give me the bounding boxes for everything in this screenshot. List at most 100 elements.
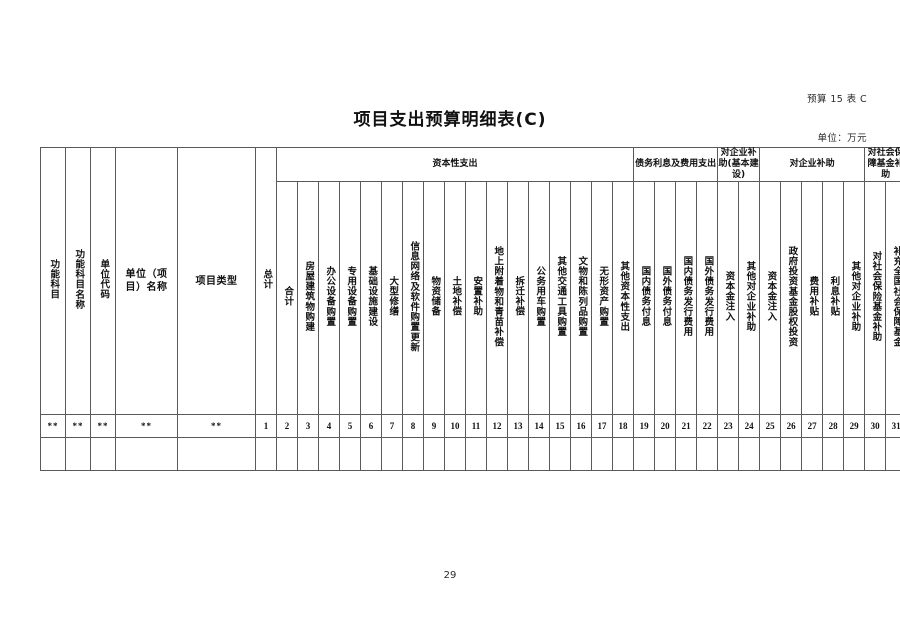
- unit-note-label: 单位：万元: [817, 133, 867, 144]
- data-cell[interactable]: [40, 437, 66, 471]
- column-number: **: [115, 414, 178, 438]
- column-number: 5: [339, 414, 361, 438]
- data-cell[interactable]: [486, 437, 508, 471]
- header-col-其他对企业补助: 其他对企业补助: [843, 181, 866, 415]
- data-cell[interactable]: [276, 437, 298, 471]
- data-cell[interactable]: [339, 437, 361, 471]
- header-label: 安置补助: [471, 276, 483, 317]
- data-cell[interactable]: [444, 437, 466, 471]
- header-col-土地补偿: 土地补偿: [444, 181, 466, 415]
- data-cell[interactable]: [843, 437, 866, 471]
- header-label: 功能科目名称: [73, 249, 85, 310]
- data-cell[interactable]: [570, 437, 592, 471]
- project-expenditure-budget-table: 功能科目 功能科目名称 单位代码 单位（项目）名称 项目类型 总计 资本性支出 债务利息及费用…: [40, 147, 900, 471]
- column-number: 18: [611, 414, 635, 438]
- page-title: 项目支出预算明细表(C): [353, 110, 547, 130]
- data-cell[interactable]: [381, 437, 403, 471]
- data-cell[interactable]: [549, 437, 571, 471]
- header-label: 功能科目: [48, 259, 60, 300]
- header-label: 国内债务付息: [639, 266, 651, 327]
- column-number: 14: [528, 414, 550, 438]
- header-col-资本金注入: 资本金注入: [717, 181, 740, 415]
- column-number: 10: [444, 414, 466, 438]
- header-col-安置补助: 安置补助: [465, 181, 487, 415]
- data-cell[interactable]: [115, 437, 178, 471]
- header-col-单位项目名称: 单位（项目）名称: [115, 147, 178, 415]
- column-number: 19: [633, 414, 656, 438]
- header-label: 其他对企业补助: [849, 261, 861, 332]
- header-col-利息补贴: 利息补贴: [822, 181, 845, 415]
- data-cell[interactable]: [822, 437, 845, 471]
- header-col-国内债务付息: 国内债务付息: [633, 181, 656, 415]
- header-label: 资本金注入: [765, 271, 777, 322]
- column-number: 23: [717, 414, 740, 438]
- data-cell[interactable]: [696, 437, 719, 471]
- data-cell[interactable]: [465, 437, 487, 471]
- header-col-国外债务发行费用: 国外债务发行费用: [696, 181, 719, 415]
- data-cell[interactable]: [507, 437, 529, 471]
- column-number: **: [177, 414, 256, 438]
- budget-table-container: 功能科目 功能科目名称 单位代码 单位（项目）名称 项目类型 总计 资本性支出 债务利息及费用…: [40, 147, 900, 471]
- column-number: **: [90, 414, 116, 438]
- data-cell[interactable]: [675, 437, 698, 471]
- header-label: 办公设备购置: [324, 266, 336, 327]
- header-label: 文物和陈列品购置: [576, 256, 588, 337]
- column-number: 20: [654, 414, 677, 438]
- header-label: 拆迁补偿: [513, 276, 525, 317]
- data-cell[interactable]: [65, 437, 91, 471]
- header-label: 公务用车购置: [534, 266, 546, 327]
- data-cell[interactable]: [738, 437, 761, 471]
- header-label: 对社会保险基金补助: [870, 251, 882, 342]
- data-cell[interactable]: [90, 437, 116, 471]
- data-cell[interactable]: [255, 437, 277, 471]
- header-label: 合计: [282, 286, 294, 307]
- header-group-col-对社会保障基金补助: 对社会保障基金补助: [864, 147, 900, 182]
- data-cell[interactable]: [717, 437, 740, 471]
- column-number: 29: [843, 414, 866, 438]
- data-cell[interactable]: [864, 437, 887, 471]
- data-cell[interactable]: [780, 437, 803, 471]
- header-label: 资本金注入: [723, 271, 735, 322]
- data-cell[interactable]: [528, 437, 550, 471]
- data-cell[interactable]: [402, 437, 424, 471]
- data-cell[interactable]: [591, 437, 613, 471]
- data-cell[interactable]: [423, 437, 445, 471]
- data-cell[interactable]: [318, 437, 340, 471]
- data-cell[interactable]: [297, 437, 319, 471]
- header-group-col-债务利息及费用支出: 债务利息及费用支出: [633, 147, 719, 182]
- header-col-信息网络及软件购置更新: 信息网络及软件购置更新: [402, 181, 424, 415]
- header-label: 利息补贴: [828, 276, 840, 317]
- column-number: 17: [591, 414, 613, 438]
- table-row: [40, 437, 900, 471]
- header-label: 其他对企业补助: [744, 261, 756, 332]
- data-cell[interactable]: [360, 437, 382, 471]
- header-label: 信息网络及软件购置更新: [408, 240, 420, 353]
- column-number: 30: [864, 414, 887, 438]
- column-number: 3: [297, 414, 319, 438]
- data-cell[interactable]: [885, 437, 900, 471]
- header-label: 房屋建筑物购建: [303, 261, 315, 332]
- data-cell[interactable]: [177, 437, 256, 471]
- data-cell[interactable]: [654, 437, 677, 471]
- header-col-物资储备: 物资储备: [423, 181, 445, 415]
- data-cell[interactable]: [801, 437, 824, 471]
- header-label: 土地补偿: [450, 276, 462, 317]
- header-col-其他交通工具购置: 其他交通工具购置: [549, 181, 571, 415]
- header-label: 单位（项目）名称: [125, 269, 168, 293]
- column-number: 16: [570, 414, 592, 438]
- data-cell[interactable]: [759, 437, 782, 471]
- header-col-拆迁补偿: 拆迁补偿: [507, 181, 529, 415]
- column-number: 22: [696, 414, 719, 438]
- header-col-功能科目: 功能科目: [40, 147, 66, 415]
- column-number: 11: [465, 414, 487, 438]
- column-number: 12: [486, 414, 508, 438]
- header-col-项目类型: 项目类型: [177, 147, 256, 415]
- header-col-基础设施建设: 基础设施建设: [360, 181, 382, 415]
- data-cell[interactable]: [633, 437, 656, 471]
- header-label: 费用补贴: [807, 276, 819, 317]
- column-number: 8: [402, 414, 424, 438]
- header-col-单位代码: 单位代码: [90, 147, 116, 415]
- header-label: 总计: [261, 269, 273, 290]
- data-cell[interactable]: [611, 437, 635, 471]
- header-col-地上附着物和青苗补偿: 地上附着物和青苗补偿: [486, 181, 508, 415]
